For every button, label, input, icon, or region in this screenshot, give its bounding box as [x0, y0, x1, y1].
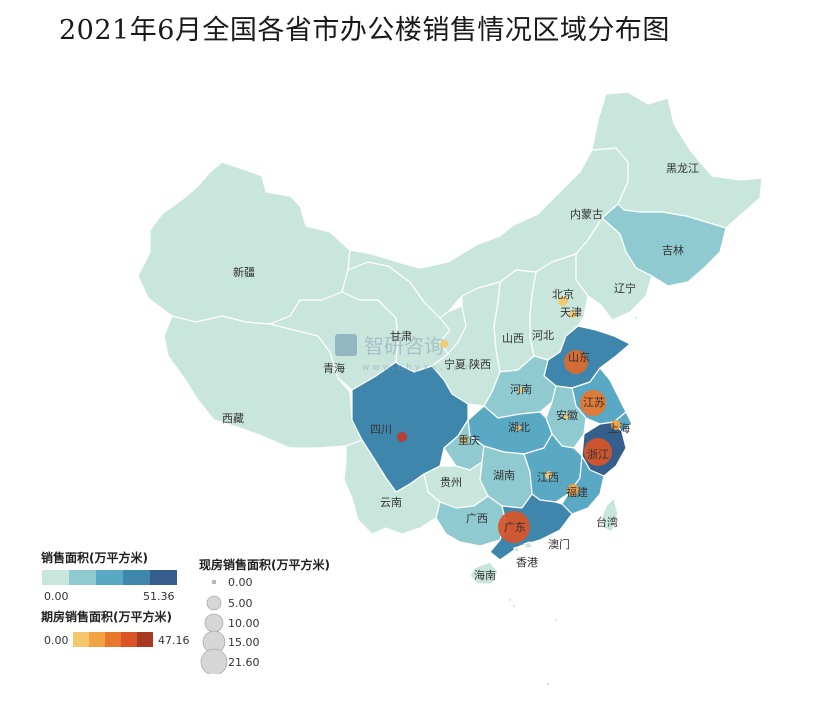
bubble-shanghai[interactable]	[611, 420, 621, 430]
legend-sales-swatch	[123, 570, 150, 585]
legend-sales-min: 0.00	[44, 590, 69, 603]
legend-presale-max: 47.16	[158, 634, 190, 647]
label-yunnan: 云南	[380, 496, 402, 509]
legend-sales-swatch	[150, 570, 177, 585]
label-ningxia: 宁夏	[444, 357, 466, 371]
label-beijing: 北京	[552, 287, 574, 301]
label-hebei: 河北	[532, 329, 554, 342]
label-xinjiang: 新疆	[233, 265, 255, 279]
label-shaanxi: 陕西	[469, 357, 491, 371]
bubble-shandong[interactable]	[564, 350, 588, 374]
presale-bubbles	[397, 296, 621, 543]
legend-spot-circle-4	[200, 648, 228, 674]
legend-spot-value: 0.00	[228, 576, 253, 589]
region-shaanxi[interactable]	[431, 281, 501, 407]
legend-sales-ramp	[42, 570, 177, 585]
legend-spot-circle-2	[204, 613, 224, 633]
legend-sales-max: 51.36	[143, 590, 175, 603]
bubble-beijing[interactable]	[558, 296, 568, 306]
page-title: 2021年6月全国各省市办公楼销售情况区域分布图	[59, 15, 670, 46]
label-zhejiang: 浙江	[587, 448, 609, 461]
label-henan: 河南	[510, 383, 532, 396]
label-gansu: 甘肃	[390, 330, 412, 343]
label-anhui: 安徽	[556, 408, 578, 422]
bubble-hubei[interactable]	[515, 425, 521, 431]
label-guizhou: 贵州	[440, 476, 462, 489]
bubble-henan[interactable]	[518, 387, 524, 393]
label-inner-mongolia: 内蒙古	[570, 207, 603, 221]
label-fujian: 福建	[566, 485, 588, 499]
region-guangdong[interactable]	[489, 493, 573, 561]
label-shanghai: 上海	[608, 421, 630, 435]
bubble-jiangxi[interactable]	[545, 471, 553, 479]
bubble-zhejiang[interactable]	[584, 438, 612, 466]
watermark-url: www.chyxx.com	[362, 363, 474, 373]
bubble-tianjin[interactable]	[569, 310, 577, 318]
bubble-sichuan[interactable]	[397, 432, 407, 442]
label-liaoning: 辽宁	[614, 281, 636, 295]
bubble-jiangsu[interactable]	[580, 390, 606, 416]
legend-sales-title: 销售面积(万平方米)	[41, 551, 148, 565]
region-shanxi[interactable]	[493, 269, 537, 373]
legend-spot-circles	[200, 579, 228, 674]
watermark-name: 智研咨询	[364, 334, 444, 358]
region-hainan[interactable]	[469, 561, 499, 585]
label-qinghai: 青海	[323, 361, 345, 375]
watermark-logo-icon	[335, 334, 357, 356]
legend-presale-swatch	[137, 632, 153, 647]
bubble-guangdong[interactable]	[498, 511, 530, 543]
watermark: 智研咨询 www.chyxx.com	[335, 334, 474, 373]
label-jilin: 吉林	[662, 243, 684, 257]
region-yunnan[interactable]	[343, 439, 441, 535]
label-shanxi: 山西	[502, 332, 524, 345]
label-hubei: 湖北	[508, 421, 530, 434]
legend-presale-title: 期房销售面积(万平方米)	[41, 610, 172, 624]
region-fujian[interactable]	[561, 455, 605, 515]
legend-presale-swatch	[121, 632, 137, 647]
legend-spot-value: 15.00	[228, 636, 260, 649]
legend-presale-swatch	[73, 632, 89, 647]
region-heilongjiang[interactable]	[591, 91, 763, 229]
legend-presale-swatch	[89, 632, 105, 647]
label-tibet: 西藏	[222, 412, 244, 425]
legend-spot-circle-1	[206, 595, 222, 611]
legend-spot-title: 现房销售面积(万平方米)	[199, 558, 330, 572]
label-shandong: 山东	[568, 351, 590, 364]
south-china-sea-islands	[508, 317, 637, 686]
label-macau: 澳门	[548, 537, 570, 551]
label-jiangsu: 江苏	[583, 396, 605, 409]
label-sichuan: 四川	[370, 423, 392, 436]
label-hongkong: 香港	[516, 556, 538, 569]
label-chongqing: 重庆	[458, 433, 480, 447]
bubble-fujian[interactable]	[567, 484, 579, 496]
bubble-anhui[interactable]	[563, 413, 569, 419]
province-labels: 新疆 西藏 青海 甘肃 内蒙古 黑龙江 吉林 辽宁 北京 天津 河北 山西 宁夏…	[222, 162, 699, 582]
region-macau[interactable]	[513, 546, 520, 553]
label-tianjin: 天津	[560, 306, 582, 319]
legend-sales-swatch	[69, 570, 96, 585]
legend-presale-swatch	[105, 632, 121, 647]
legend-sales-swatch	[96, 570, 123, 585]
legend-presale-ramp	[73, 632, 153, 647]
label-hunan: 湖南	[493, 469, 515, 482]
bubble-chongqing[interactable]	[460, 436, 468, 444]
label-hainan: 海南	[474, 568, 496, 582]
label-guangxi: 广西	[466, 512, 488, 525]
region-hongkong[interactable]	[523, 541, 533, 550]
label-guangdong: 广东	[504, 521, 526, 534]
label-heilongjiang: 黑龙江	[666, 162, 699, 175]
legend-sales-swatch	[42, 570, 69, 585]
legend-spot-circle-0	[211, 579, 217, 585]
legend-spot-value: 5.00	[228, 597, 253, 610]
legend-spot-value: 21.60	[228, 656, 260, 669]
bubble-shaanxi[interactable]	[440, 340, 448, 348]
label-taiwan: 台湾	[596, 515, 618, 529]
legend-presale-min: 0.00	[44, 634, 69, 647]
label-jiangxi: 江西	[537, 471, 559, 484]
region-taiwan[interactable]	[601, 497, 619, 533]
legend-spot-value: 10.00	[228, 617, 260, 630]
